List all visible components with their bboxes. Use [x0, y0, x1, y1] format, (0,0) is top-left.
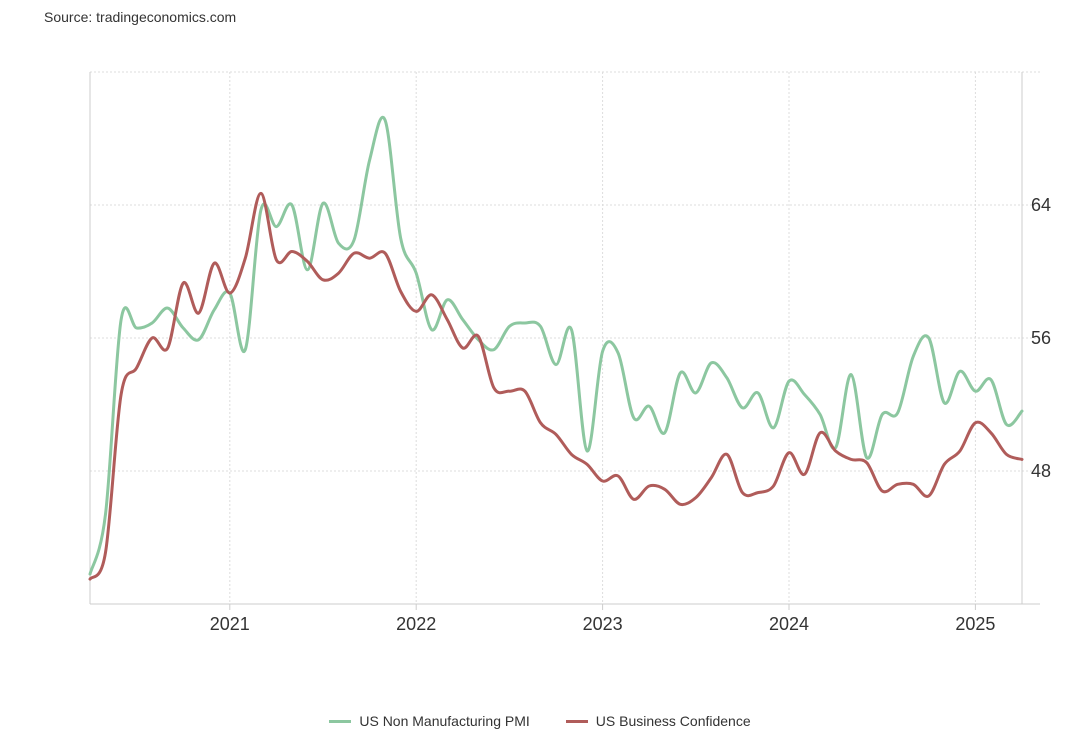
legend-label-pmi: US Non Manufacturing PMI: [359, 713, 530, 729]
series-lines: [88, 115, 1024, 581]
tick-labels: 48 56 64 2021 2022 2023 2024 2025: [210, 195, 1051, 634]
y-tick-label: 56: [1031, 328, 1051, 348]
legend: US Non Manufacturing PMI US Business Con…: [0, 713, 1080, 729]
y-tick-label: 64: [1031, 195, 1051, 215]
source-label: Source: tradingeconomics.com: [44, 9, 237, 25]
legend-item-pmi[interactable]: US Non Manufacturing PMI: [329, 713, 530, 729]
legend-swatch-pmi: [329, 719, 352, 723]
legend-item-confidence[interactable]: US Business Confidence: [565, 713, 751, 729]
legend-label-confidence: US Business Confidence: [595, 713, 751, 729]
x-tick-label: 2021: [210, 614, 250, 634]
legend-swatch-confidence: [565, 719, 588, 723]
grid-lines: [90, 71, 1040, 604]
x-tick-label: 2022: [396, 614, 436, 634]
series-line-confidence: [88, 191, 1024, 581]
y-tick-label: 48: [1031, 461, 1051, 481]
series-line-pmi: [88, 115, 1024, 576]
axes: [89, 72, 1040, 610]
x-tick-label: 2025: [955, 614, 995, 634]
x-tick-label: 2023: [583, 614, 623, 634]
x-tick-label: 2024: [769, 614, 809, 634]
